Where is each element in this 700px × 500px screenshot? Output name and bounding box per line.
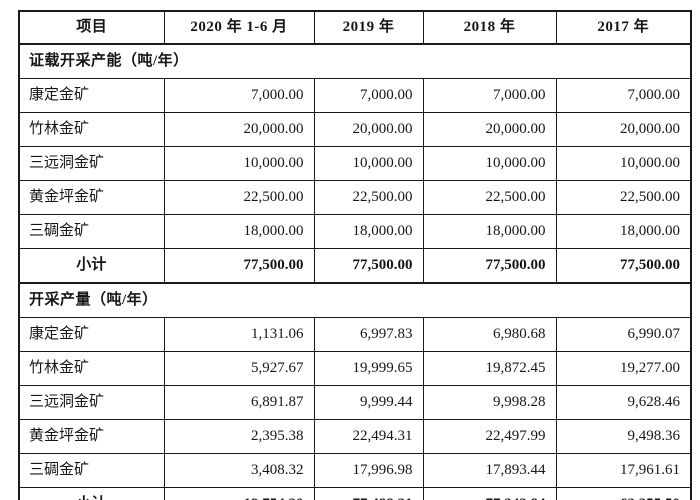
row-label-cell: 三远洞金矿: [18, 385, 165, 420]
data-row: 三远洞金矿 10,000.00 10,000.00 10,000.00 10,000.0…: [18, 146, 692, 181]
row-label-cell: 康定金矿: [18, 317, 165, 352]
value-cell: 77,500.00: [555, 248, 692, 284]
data-row: 竹林金矿 5,927.67 19,999.65 19,872.45 19,277.00: [18, 351, 692, 386]
data-row: 康定金矿 7,000.00 7,000.00 7,000.00 7,000.00: [18, 78, 692, 113]
row-label-cell: 三碉金矿: [18, 214, 165, 249]
value-cell: 77,500.00: [422, 248, 557, 284]
value-cell: 20,000.00: [163, 112, 315, 147]
value-cell: 77,500.00: [313, 248, 424, 284]
value-cell: 17,893.44: [422, 453, 557, 488]
value-cell: 77,488.21: [313, 487, 424, 500]
value-cell: 20,000.00: [422, 112, 557, 147]
value-cell: 17,961.61: [555, 453, 692, 488]
value-cell: 6,891.87: [163, 385, 315, 420]
table-body: 证载开采产能（吨/年） 康定金矿 7,000.00 7,000.00 7,000.00 7…: [18, 43, 692, 500]
row-label-cell: 三远洞金矿: [18, 146, 165, 181]
value-cell: 1,131.06: [163, 317, 315, 352]
row-label-cell: 竹林金矿: [18, 351, 165, 386]
value-cell: 22,500.00: [555, 180, 692, 215]
table-header: 项目 2020 年 1-6 月 2019 年 2018 年 2017 年: [18, 10, 692, 45]
value-cell: 10,000.00: [313, 146, 424, 181]
column-header-2019: 2019 年: [313, 10, 424, 45]
column-header-item: 项目: [18, 10, 165, 45]
section-header-row: 证载开采产能（吨/年）: [18, 43, 692, 79]
value-cell: 17,996.98: [313, 453, 424, 488]
data-row: 三碉金矿 3,408.32 17,996.98 17,893.44 17,961.61: [18, 453, 692, 488]
value-cell: 6,980.68: [422, 317, 557, 352]
value-cell: 18,000.00: [422, 214, 557, 249]
value-cell: 2,395.38: [163, 419, 315, 454]
value-cell: 6,990.07: [555, 317, 692, 352]
value-cell: 22,500.00: [313, 180, 424, 215]
value-cell: 19,277.00: [555, 351, 692, 386]
section-header-cell: 开采产量（吨/年）: [18, 282, 692, 318]
value-cell: 22,497.99: [422, 419, 557, 454]
value-cell: 7,000.00: [422, 78, 557, 113]
subtotal-row: 小计 77,500.00 77,500.00 77,500.00 77,500.00: [18, 248, 692, 284]
value-cell: 9,498.36: [555, 419, 692, 454]
value-cell: 3,408.32: [163, 453, 315, 488]
data-row: 三碉金矿 18,000.00 18,000.00 18,000.00 18,000.00: [18, 214, 692, 249]
column-header-2017: 2017 年: [555, 10, 692, 45]
value-cell: 19,872.45: [422, 351, 557, 386]
row-label-cell: 三碉金矿: [18, 453, 165, 488]
value-cell: 63,355.50: [555, 487, 692, 500]
value-cell: 6,997.83: [313, 317, 424, 352]
row-label-cell: 小计: [18, 248, 165, 284]
column-header-2020-h1: 2020 年 1-6 月: [163, 10, 315, 45]
row-label-cell: 黄金坪金矿: [18, 180, 165, 215]
value-cell: 18,000.00: [163, 214, 315, 249]
mining-capacity-table: 项目 2020 年 1-6 月 2019 年 2018 年 2017 年 证载开…: [18, 10, 692, 500]
value-cell: 77,242.84: [422, 487, 557, 500]
value-cell: 19,754.30: [163, 487, 315, 500]
section-header-cell: 证载开采产能（吨/年）: [18, 43, 692, 79]
value-cell: 7,000.00: [163, 78, 315, 113]
value-cell: 22,500.00: [422, 180, 557, 215]
data-row: 竹林金矿 20,000.00 20,000.00 20,000.00 20,000.00: [18, 112, 692, 147]
data-row: 黄金坪金矿 22,500.00 22,500.00 22,500.00 22,500.0…: [18, 180, 692, 215]
value-cell: 20,000.00: [555, 112, 692, 147]
value-cell: 10,000.00: [422, 146, 557, 181]
column-header-2018: 2018 年: [422, 10, 557, 45]
value-cell: 22,500.00: [163, 180, 315, 215]
value-cell: 18,000.00: [555, 214, 692, 249]
value-cell: 9,999.44: [313, 385, 424, 420]
data-row: 黄金坪金矿 2,395.38 22,494.31 22,497.99 9,498.36: [18, 419, 692, 454]
value-cell: 5,927.67: [163, 351, 315, 386]
data-row: 康定金矿 1,131.06 6,997.83 6,980.68 6,990.07: [18, 317, 692, 352]
value-cell: 19,999.65: [313, 351, 424, 386]
subtotal-row: 小计19,754.3077,488.2177,242.8463,355.50: [18, 487, 692, 500]
section-header-row: 开采产量（吨/年）: [18, 282, 692, 318]
row-label-cell: 小计: [18, 487, 165, 500]
value-cell: 10,000.00: [163, 146, 315, 181]
value-cell: 7,000.00: [313, 78, 424, 113]
value-cell: 9,628.46: [555, 385, 692, 420]
row-label-cell: 黄金坪金矿: [18, 419, 165, 454]
data-row: 三远洞金矿 6,891.87 9,999.44 9,998.28 9,628.46: [18, 385, 692, 420]
value-cell: 18,000.00: [313, 214, 424, 249]
value-cell: 9,998.28: [422, 385, 557, 420]
row-label-cell: 竹林金矿: [18, 112, 165, 147]
row-label-cell: 康定金矿: [18, 78, 165, 113]
value-cell: 10,000.00: [555, 146, 692, 181]
header-row: 项目 2020 年 1-6 月 2019 年 2018 年 2017 年: [18, 10, 692, 45]
value-cell: 77,500.00: [163, 248, 315, 284]
value-cell: 20,000.00: [313, 112, 424, 147]
value-cell: 7,000.00: [555, 78, 692, 113]
value-cell: 22,494.31: [313, 419, 424, 454]
